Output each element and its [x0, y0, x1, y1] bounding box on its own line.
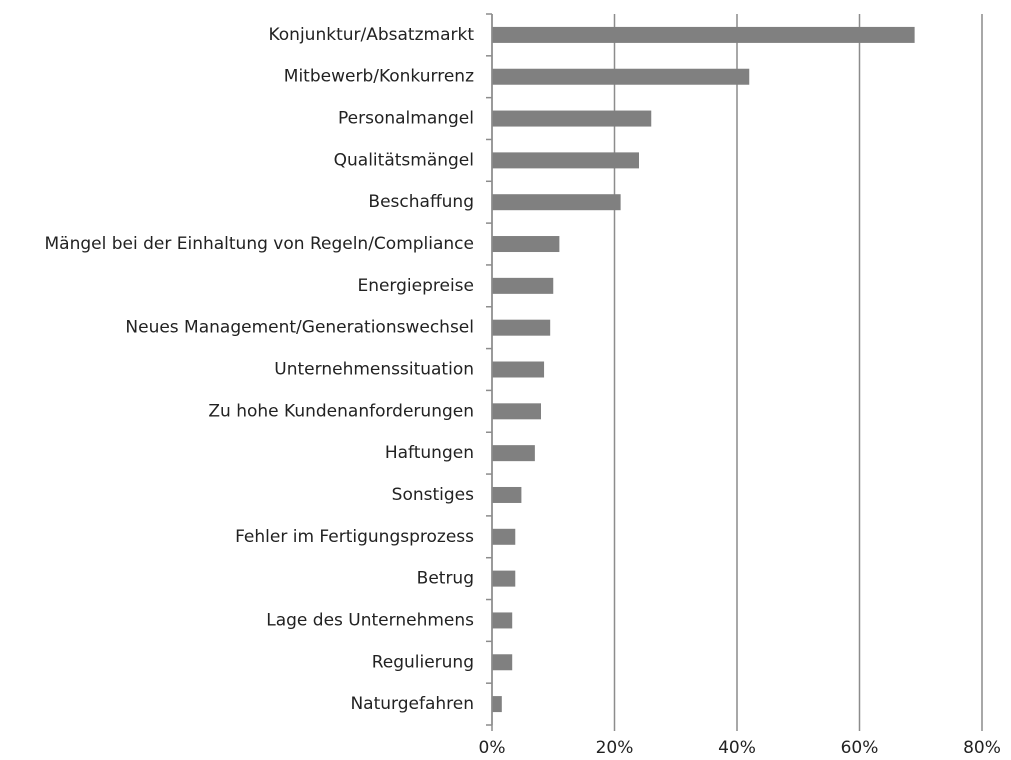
y-tick-label: Betrug [417, 569, 474, 589]
bar [492, 403, 541, 420]
bar [492, 319, 551, 336]
y-tick-label: Personalmangel [338, 109, 474, 129]
y-tick-label: Energiepreise [357, 276, 474, 296]
y-tick-label: Mängel bei der Einhaltung von Regeln/Com… [44, 234, 474, 254]
y-tick-label: Neues Management/Generationswechsel [125, 318, 474, 338]
y-tick-label: Mitbewerb/Konkurrenz [284, 67, 474, 87]
bar [492, 194, 621, 211]
y-tick-label: Unternehmenssituation [274, 360, 474, 380]
bar [492, 26, 915, 43]
x-tick-label: 80% [963, 738, 1001, 758]
y-tick-label: Konjunktur/Absatzmarkt [268, 25, 474, 45]
bar [492, 612, 513, 629]
y-tick-label: Qualitätsmängel [334, 150, 474, 170]
y-tick-label: Fehler im Fertigungsprozess [235, 527, 474, 547]
x-tick-label: 40% [718, 738, 756, 758]
x-tick-label: 60% [841, 738, 879, 758]
bar [492, 236, 560, 253]
bar [492, 110, 652, 127]
bar [492, 654, 513, 671]
y-tick-label: Beschaffung [368, 192, 474, 212]
bar [492, 570, 516, 587]
y-tick-label: Regulierung [372, 652, 474, 672]
x-tick-label: 20% [596, 738, 634, 758]
y-tick-label: Zu hohe Kundenanforderungen [208, 401, 474, 421]
bar [492, 68, 750, 85]
bar [492, 361, 545, 378]
x-tick-label: 0% [479, 738, 506, 758]
bar [492, 486, 522, 503]
bar [492, 528, 516, 545]
y-tick-label: Lage des Unternehmens [266, 610, 474, 630]
bar [492, 152, 639, 169]
bar [492, 445, 535, 462]
y-tick-label: Sonstiges [392, 485, 474, 505]
y-tick-label: Naturgefahren [350, 694, 474, 714]
bar [492, 277, 554, 294]
bar [492, 696, 502, 713]
y-tick-label: Haftungen [385, 443, 474, 463]
